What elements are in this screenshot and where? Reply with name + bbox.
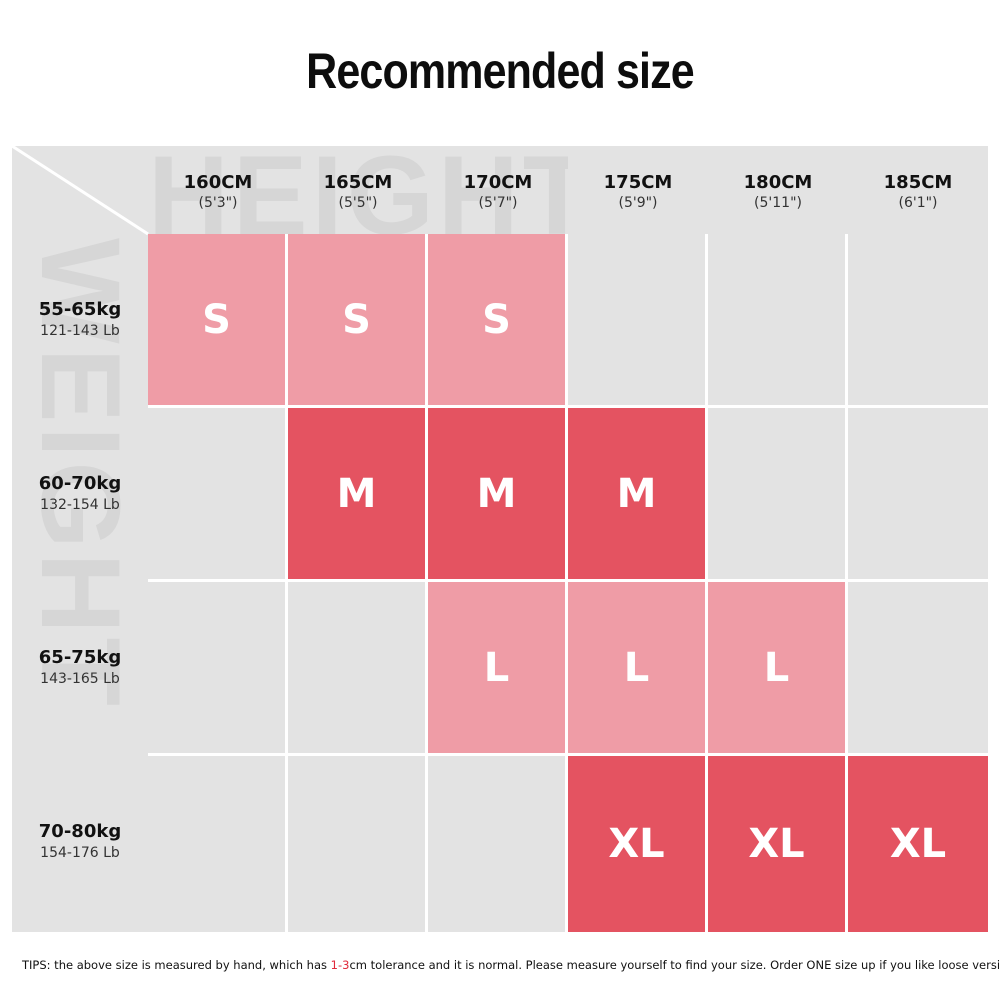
column-height-cm: 175CM <box>603 172 673 193</box>
size-cell-xl: XL <box>708 756 845 932</box>
size-cell-s: S <box>148 234 285 405</box>
empty-cell <box>848 408 988 579</box>
size-cell-l: L <box>568 582 705 753</box>
column-height-inch: (5'11") <box>754 195 802 211</box>
size-cell-l: L <box>708 582 845 753</box>
page-title: Recommended size <box>306 43 695 99</box>
column-header: 180CM (5'11") <box>708 172 848 211</box>
column-height-inch: (5'5") <box>338 195 378 211</box>
empty-cell <box>848 234 988 405</box>
column-height-cm: 165CM <box>323 172 393 193</box>
empty-cell <box>148 756 285 932</box>
column-height-inch: (6'1") <box>898 195 938 211</box>
size-cell-m: M <box>288 408 425 579</box>
row-weight-lb: 132-154 Lb <box>40 497 120 513</box>
size-cell-xl: XL <box>568 756 705 932</box>
row-header: 65-75kg 143-165 Lb <box>12 647 148 687</box>
size-cell-m: M <box>428 408 565 579</box>
column-height-cm: 180CM <box>743 172 813 193</box>
row-weight-lb: 143-165 Lb <box>40 671 120 687</box>
row-weight-lb: 154-176 Lb <box>40 845 120 861</box>
row-header: 60-70kg 132-154 Lb <box>12 473 148 513</box>
size-cell-s: S <box>288 234 425 405</box>
column-header: 185CM (6'1") <box>848 172 988 211</box>
empty-cell <box>288 756 425 932</box>
size-cell-s: S <box>428 234 565 405</box>
empty-cell <box>148 408 285 579</box>
column-height-cm: 160CM <box>183 172 253 193</box>
row-weight-kg: 55-65kg <box>38 299 122 320</box>
row-weight-kg: 70-80kg <box>38 821 122 842</box>
empty-cell <box>288 582 425 753</box>
tips-text: TIPS: the above size is measured by hand… <box>22 958 1000 972</box>
row-weight-kg: 65-75kg <box>38 647 122 668</box>
empty-cell <box>708 408 845 579</box>
empty-cell <box>428 756 565 932</box>
tips-prefix: TIPS: the above size is measured by hand… <box>22 958 331 972</box>
row-weight-lb: 121-143 Lb <box>40 323 120 339</box>
size-cell-xl: XL <box>848 756 988 932</box>
column-height-cm: 170CM <box>463 172 533 193</box>
height-header-band <box>12 146 988 234</box>
row-weight-kg: 60-70kg <box>38 473 122 494</box>
column-height-inch: (5'3") <box>198 195 238 211</box>
empty-cell <box>568 234 705 405</box>
column-height-inch: (5'9") <box>618 195 658 211</box>
size-cell-l: L <box>428 582 565 753</box>
row-header: 55-65kg 121-143 Lb <box>12 299 148 339</box>
size-cell-m: M <box>568 408 705 579</box>
tips-suffix: cm tolerance and it is normal. Please me… <box>349 958 1000 972</box>
empty-cell <box>848 582 988 753</box>
column-height-cm: 185CM <box>883 172 953 193</box>
column-header: 175CM (5'9") <box>568 172 708 211</box>
empty-cell <box>708 234 845 405</box>
empty-cell <box>148 582 285 753</box>
column-height-inch: (5'7") <box>478 195 518 211</box>
height-watermark: HEIGHT <box>148 140 568 236</box>
row-header: 70-80kg 154-176 Lb <box>12 821 148 861</box>
column-header: 170CM (5'7") <box>428 172 568 211</box>
tips-highlight: 1-3 <box>330 958 350 972</box>
column-header: 165CM (5'5") <box>288 172 428 211</box>
weight-header-band <box>12 234 148 932</box>
column-header: 160CM (5'3") <box>148 172 288 211</box>
